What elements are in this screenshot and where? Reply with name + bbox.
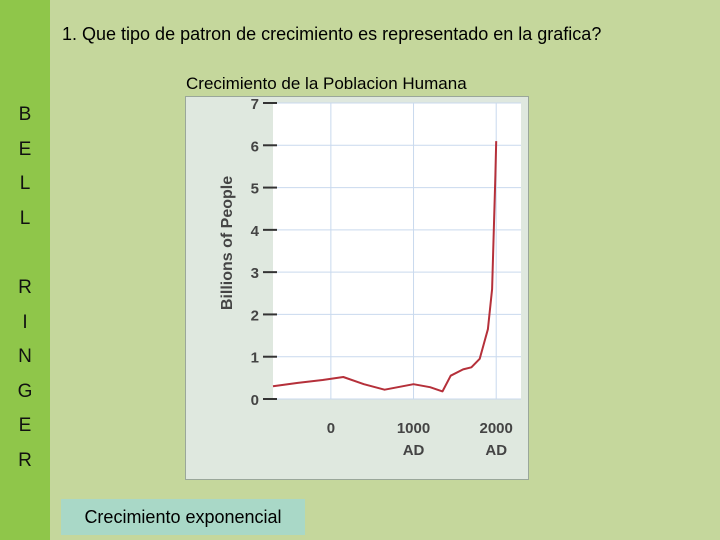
plot-area [273, 103, 521, 399]
answer-box: Crecimiento exponencial [61, 499, 305, 535]
x-tick-label: 0 [327, 420, 335, 437]
sidebar-letter: I [22, 311, 28, 333]
x-tick-sublabel: AD [485, 442, 507, 459]
sidebar-letter: E [18, 415, 32, 437]
sidebar-letter: G [17, 380, 33, 402]
y-tick-label: 3 [251, 265, 259, 282]
y-axis-label: Billions of People [219, 176, 236, 310]
x-tick-label: 2000 [480, 420, 513, 437]
chart-title: Crecimiento de la Poblacion Humana [186, 74, 467, 93]
question-text: 1. Que tipo de patron de crecimiento es … [62, 24, 602, 44]
sidebar-letter: N [18, 346, 32, 368]
sidebar-letter: R [18, 449, 32, 471]
x-tick-label: 1000 [397, 420, 430, 437]
y-tick-label: 7 [251, 97, 259, 113]
sidebar-letter: R [18, 276, 32, 298]
y-tick-label: 4 [251, 223, 260, 240]
y-tick-label: 1 [251, 350, 259, 367]
y-tick-label: 0 [251, 392, 259, 409]
population-chart: 0 1 2 3 4 5 6 7 0 1000 AD 2000 AD Billions of People [219, 97, 521, 459]
y-tick-label: 2 [251, 307, 259, 324]
population-series-line [272, 141, 498, 393]
y-tick-label: 6 [251, 138, 259, 155]
sidebar-letter: E [18, 138, 32, 160]
sidebar-letter: L [19, 173, 31, 195]
sidebar-letter: L [19, 207, 31, 229]
y-tick-label: 5 [251, 181, 259, 198]
sidebar-letter: B [18, 104, 32, 125]
chart-panel: 0 1 2 3 4 5 6 7 0 1000 AD 2000 AD Billions of People [185, 96, 529, 480]
x-tick-sublabel: AD [403, 442, 425, 459]
